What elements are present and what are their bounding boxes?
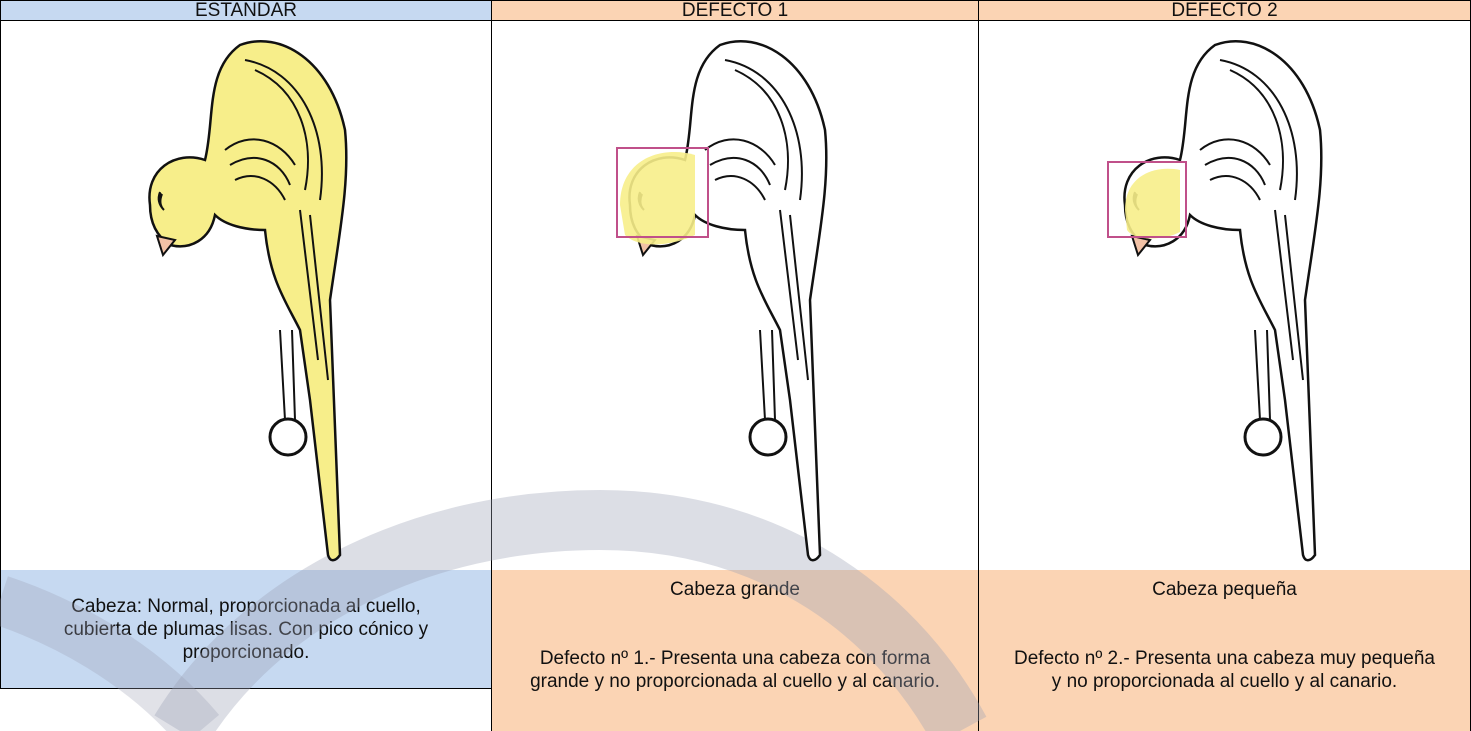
caption-cell: Cabeza pequeña <box>978 570 1471 609</box>
bird-standard <box>147 39 348 562</box>
bird-defect-2 <box>1107 39 1323 562</box>
caption-cell: Cabeza grande <box>491 570 979 609</box>
description-cell: Defecto nº 2.- Presenta una cabeza muy p… <box>978 608 1471 731</box>
description-cell: Defecto nº 1.- Presenta una cabeza con f… <box>491 608 979 731</box>
header-cell: ESTANDAR <box>0 0 492 21</box>
header-cell: DEFECTO 2 <box>978 0 1471 21</box>
bird-defect-1 <box>616 39 828 562</box>
description-cell: Cabeza: Normal, proporcionada al cuello,… <box>0 570 492 689</box>
header-cell: DEFECTO 1 <box>491 0 979 21</box>
